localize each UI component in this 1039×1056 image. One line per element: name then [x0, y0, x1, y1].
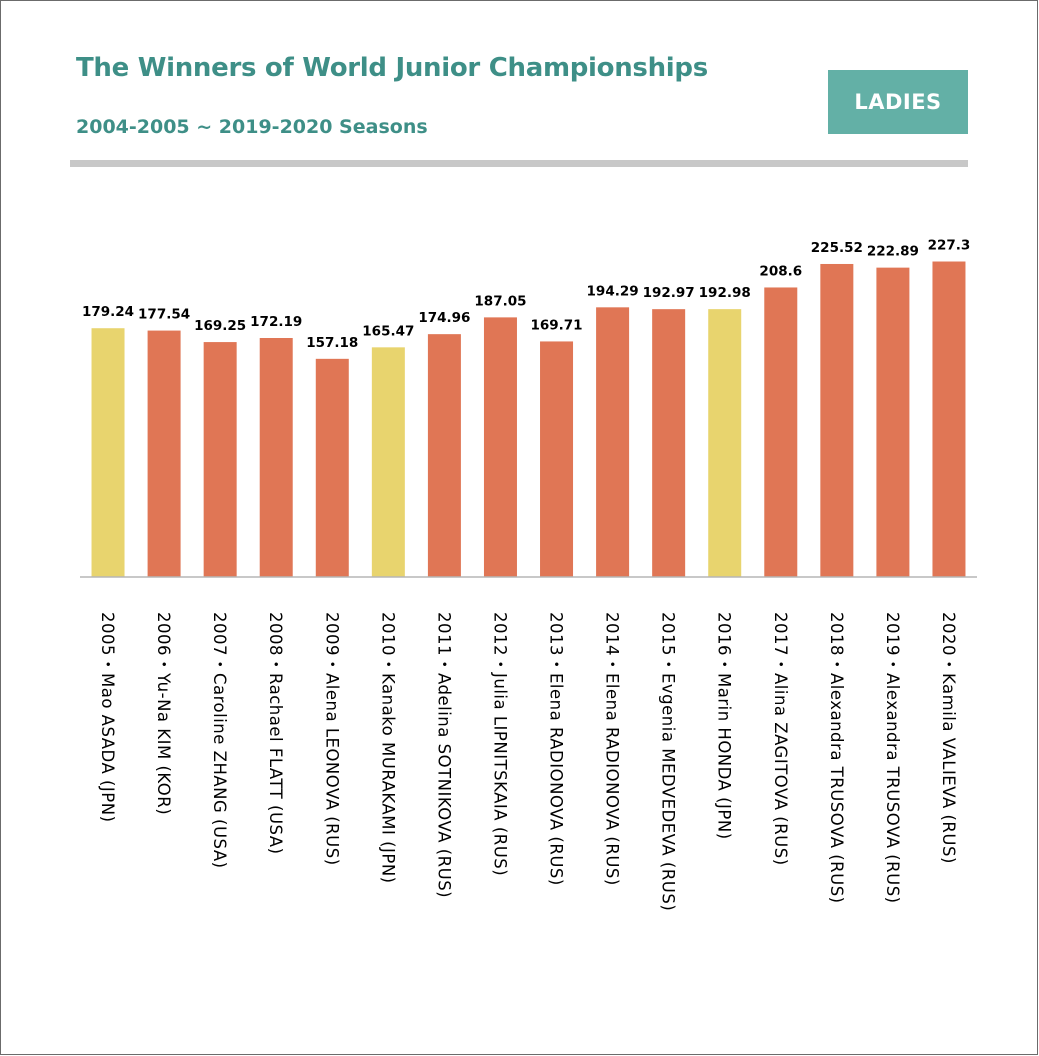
bar-8	[483, 317, 517, 577]
data-label-7: 174.96	[418, 310, 470, 326]
x-tick-label-1: 2005・Mao ASADA (JPN)	[98, 612, 117, 823]
bar-16	[932, 261, 966, 577]
x-tick-label-3: 2007・Caroline ZHANG (USA)	[210, 612, 229, 869]
bar-12	[708, 309, 742, 577]
x-tick-label-6: 2010・Kanako MURAKAMI (JPN)	[378, 612, 397, 884]
bar-10	[596, 307, 630, 577]
data-label-12: 192.98	[699, 285, 751, 301]
data-label-16: 227.3	[928, 238, 971, 254]
data-label-6: 165.47	[362, 323, 414, 339]
x-tick-label-8: 2012・Julia LIPNITSKAIA (RUS)	[490, 612, 509, 876]
x-tick-label-16: 2020・Kamila VALIEVA (RUS)	[939, 612, 958, 864]
x-tick-label-13: 2017・Alina ZAGITOVA (RUS)	[771, 612, 790, 866]
data-label-4: 172.19	[250, 314, 302, 330]
bars-group	[91, 261, 966, 577]
x-tick-label-7: 2011・Adelina SOTNIKOVA (RUS)	[434, 612, 453, 898]
bar-2	[147, 330, 181, 577]
data-label-15: 222.89	[867, 244, 919, 260]
x-tick-label-4: 2008・Rachael FLATT (USA)	[266, 612, 285, 855]
title-divider	[70, 160, 968, 167]
page-subtitle: 2004-2005 ~ 2019-2020 Seasons	[76, 116, 428, 138]
x-tick-label-5: 2009・Alena LEONOVA (RUS)	[322, 612, 341, 866]
x-tick-label-2: 2006・Yu-Na KIM (KOR)	[154, 612, 173, 815]
data-label-9: 169.71	[530, 317, 582, 333]
bar-6	[371, 347, 405, 577]
x-tick-label-14: 2018・Alexandra TRUSOVA (RUS)	[827, 612, 846, 904]
bar-7	[427, 334, 461, 577]
bar-14	[820, 263, 854, 577]
category-badge: LADIES	[828, 70, 968, 134]
data-label-13: 208.6	[759, 263, 802, 279]
bar-11	[652, 309, 686, 577]
bar-13	[764, 287, 798, 577]
data-label-3: 169.25	[194, 318, 246, 334]
data-label-2: 177.54	[138, 307, 190, 323]
x-tick-label-11: 2015・Evgenia MEDVEDEVA (RUS)	[659, 612, 678, 911]
data-label-5: 157.18	[306, 335, 358, 351]
x-tick-label-15: 2019・Alexandra TRUSOVA (RUS)	[883, 612, 902, 904]
bar-3	[203, 342, 237, 577]
data-label-14: 225.52	[811, 240, 863, 256]
bar-1	[91, 328, 125, 577]
x-tick-label-10: 2014・Elena RADIONOVA (RUS)	[603, 612, 622, 886]
x-tick-labels-group: 2005・Mao ASADA (JPN) 2006・Yu-Na KIM (KOR)…	[98, 612, 958, 911]
bar-15	[876, 267, 910, 577]
x-tick-label-9: 2013・Elena RADIONOVA (RUS)	[547, 612, 566, 886]
x-tick-label-12: 2016・Marin HONDA (JPN)	[715, 612, 734, 840]
bar-4	[259, 338, 293, 577]
data-label-10: 194.29	[587, 283, 639, 299]
data-label-1: 179.24	[82, 304, 134, 320]
bar-9	[540, 341, 574, 577]
bar-5	[315, 358, 349, 577]
data-label-8: 187.05	[474, 293, 526, 309]
page-title: The Winners of World Junior Championship…	[76, 53, 708, 83]
data-label-11: 192.97	[643, 285, 695, 301]
